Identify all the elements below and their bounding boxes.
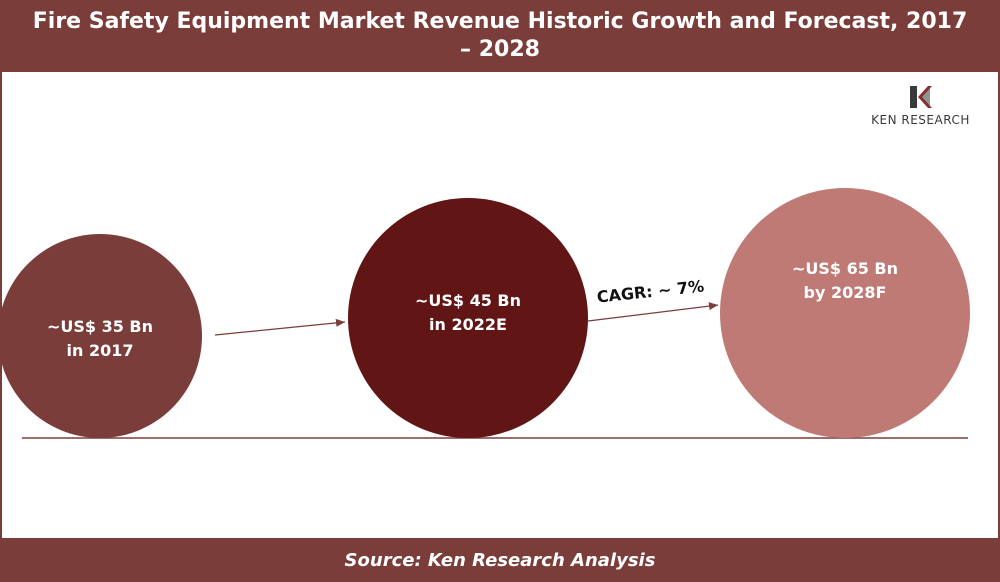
cagr-annotation: CAGR: ~ 7%: [596, 276, 705, 306]
chart-title-text: Fire Safety Equipment Market Revenue His…: [32, 9, 968, 62]
bubble-label-2028F: ~US$ 65 Bn by 2028F: [792, 259, 898, 302]
bubble-2022E: [348, 198, 588, 438]
chart-title: Fire Safety Equipment Market Revenue His…: [0, 0, 1000, 72]
bubble-label-2017: ~US$ 35 Bn in 2017: [47, 317, 153, 360]
chart-frame: [0, 72, 1000, 538]
source-footer: Source: Ken Research Analysis: [0, 538, 1000, 582]
growth-arrow-2: [587, 302, 719, 322]
source-text: Source: Ken Research Analysis: [344, 549, 656, 571]
bubble-label-2022E: ~US$ 45 Bn in 2022E: [415, 291, 521, 334]
logo-text: KEN RESEARCH: [871, 113, 970, 127]
bubble-2017: [0, 234, 202, 438]
ken-research-logo: KEN RESEARCH: [848, 80, 993, 130]
ken-research-k-icon: [910, 86, 932, 108]
growth-arrow-1: [214, 318, 346, 336]
bubble-2028F: [720, 188, 970, 438]
